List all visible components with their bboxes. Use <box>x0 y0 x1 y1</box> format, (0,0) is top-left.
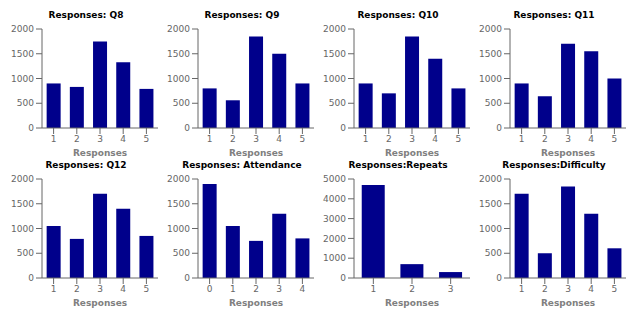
html-text:Responses: Q12: Responses: Q12 <box>45 160 127 170</box>
svg-text:Responses: Responses <box>73 298 127 308</box>
svg-text:1: 1 <box>230 284 236 294</box>
svg-text:1000: 1000 <box>479 224 502 234</box>
svg-text:0: 0 <box>340 273 346 283</box>
svg-text:1500: 1500 <box>11 49 34 59</box>
svg-text:0: 0 <box>28 123 34 133</box>
svg-text:0: 0 <box>496 123 502 133</box>
svg-text:1000: 1000 <box>323 74 346 84</box>
svg-text:1000: 1000 <box>323 253 346 263</box>
svg-text:Responses: Responses <box>541 298 595 308</box>
svg-text:3: 3 <box>565 284 571 294</box>
svg-text:1: 1 <box>207 134 213 144</box>
svg-text:3: 3 <box>409 134 415 144</box>
svg-text:Responses: Responses <box>229 148 283 158</box>
svg-text:2: 2 <box>386 134 392 144</box>
svg-text:1000: 1000 <box>11 224 34 234</box>
html-text:Responses:Difficulty: Responses:Difficulty <box>502 160 606 170</box>
html-text:Responses: Q8: Responses: Q8 <box>48 10 124 20</box>
svg-text:4: 4 <box>432 134 438 144</box>
svg-text:1: 1 <box>519 134 525 144</box>
svg-text:2: 2 <box>74 134 80 144</box>
svg-text:1500: 1500 <box>11 199 34 209</box>
svg-text:2: 2 <box>74 284 80 294</box>
svg-text:2000: 2000 <box>479 24 502 34</box>
svg-text:500: 500 <box>329 98 346 108</box>
svg-text:2000: 2000 <box>167 174 190 184</box>
svg-text:4: 4 <box>588 284 594 294</box>
svg-text:1: 1 <box>51 134 57 144</box>
html-text:Responses: Q11: Responses: Q11 <box>513 10 595 20</box>
svg-text:0: 0 <box>184 273 190 283</box>
svg-text:1000: 1000 <box>167 224 190 234</box>
svg-text:5: 5 <box>456 134 462 144</box>
svg-text:500: 500 <box>17 248 34 258</box>
svg-text:1000: 1000 <box>479 74 502 84</box>
svg-text:5: 5 <box>612 284 618 294</box>
svg-text:1500: 1500 <box>479 49 502 59</box>
svg-text:500: 500 <box>485 248 502 258</box>
html-text:Responses: Q9: Responses: Q9 <box>204 10 280 20</box>
svg-text:4: 4 <box>588 134 594 144</box>
svg-text:5: 5 <box>612 134 618 144</box>
svg-text:3: 3 <box>253 134 259 144</box>
svg-text:1500: 1500 <box>479 199 502 209</box>
svg-text:2: 2 <box>230 134 236 144</box>
html-text:Responses:Repeats: Responses:Repeats <box>348 160 448 170</box>
svg-text:0: 0 <box>207 284 213 294</box>
svg-text:1000: 1000 <box>167 74 190 84</box>
svg-text:3: 3 <box>97 134 103 144</box>
svg-text:Responses: Responses <box>229 298 283 308</box>
svg-text:500: 500 <box>173 98 190 108</box>
svg-text:1: 1 <box>363 134 369 144</box>
svg-text:1500: 1500 <box>323 49 346 59</box>
svg-text:0: 0 <box>28 273 34 283</box>
svg-text:2: 2 <box>253 284 259 294</box>
svg-text:3000: 3000 <box>323 214 346 224</box>
svg-text:500: 500 <box>173 248 190 258</box>
svg-text:5: 5 <box>300 134 306 144</box>
svg-text:3: 3 <box>276 284 282 294</box>
svg-text:5: 5 <box>144 134 150 144</box>
html-text:Responses: Attendance: Responses: Attendance <box>182 160 302 170</box>
svg-text:0: 0 <box>496 273 502 283</box>
svg-text:2: 2 <box>542 284 548 294</box>
svg-text:0: 0 <box>340 123 346 133</box>
svg-text:2000: 2000 <box>479 174 502 184</box>
svg-text:3: 3 <box>565 134 571 144</box>
svg-text:2000: 2000 <box>323 24 346 34</box>
svg-text:5000: 5000 <box>323 174 346 184</box>
svg-text:3: 3 <box>97 284 103 294</box>
svg-text:5: 5 <box>144 284 150 294</box>
svg-text:4000: 4000 <box>323 194 346 204</box>
svg-text:Responses: Responses <box>541 148 595 158</box>
svg-text:2: 2 <box>542 134 548 144</box>
svg-text:2000: 2000 <box>11 174 34 184</box>
svg-text:1000: 1000 <box>11 74 34 84</box>
svg-text:3: 3 <box>448 284 454 294</box>
svg-text:2: 2 <box>409 284 415 294</box>
svg-text:1: 1 <box>370 284 376 294</box>
svg-text:500: 500 <box>17 98 34 108</box>
svg-text:2000: 2000 <box>323 234 346 244</box>
svg-text:1: 1 <box>519 284 525 294</box>
svg-text:4: 4 <box>300 284 306 294</box>
svg-text:1500: 1500 <box>167 49 190 59</box>
svg-text:Responses: Responses <box>385 298 439 308</box>
svg-text:4: 4 <box>276 134 282 144</box>
svg-text:0: 0 <box>184 123 190 133</box>
svg-text:1: 1 <box>51 284 57 294</box>
svg-text:Responses: Responses <box>73 148 127 158</box>
svg-text:4: 4 <box>120 284 126 294</box>
svg-text:4: 4 <box>120 134 126 144</box>
svg-text:1500: 1500 <box>167 199 190 209</box>
svg-text:2000: 2000 <box>11 24 34 34</box>
svg-text:2000: 2000 <box>167 24 190 34</box>
svg-text:500: 500 <box>485 98 502 108</box>
svg-text:Responses: Responses <box>385 148 439 158</box>
html-text:Responses: Q10: Responses: Q10 <box>357 10 439 20</box>
